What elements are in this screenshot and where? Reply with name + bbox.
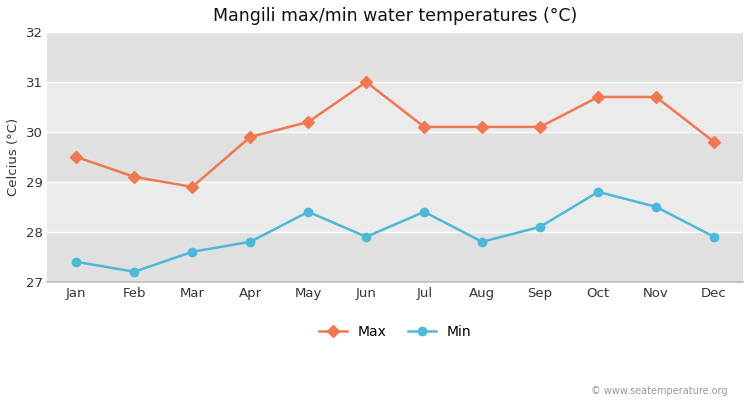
Bar [47, 132, 743, 182]
Text: © www.seatemperature.org: © www.seatemperature.org [591, 386, 728, 396]
Bar [47, 32, 743, 82]
Title: Mangili max/min water temperatures (°C): Mangili max/min water temperatures (°C) [213, 7, 578, 25]
Bar [47, 232, 743, 282]
Y-axis label: Celcius (°C): Celcius (°C) [7, 118, 20, 196]
Bar [47, 82, 743, 132]
Bar [47, 182, 743, 232]
Legend: Max, Min: Max, Min [314, 320, 477, 345]
